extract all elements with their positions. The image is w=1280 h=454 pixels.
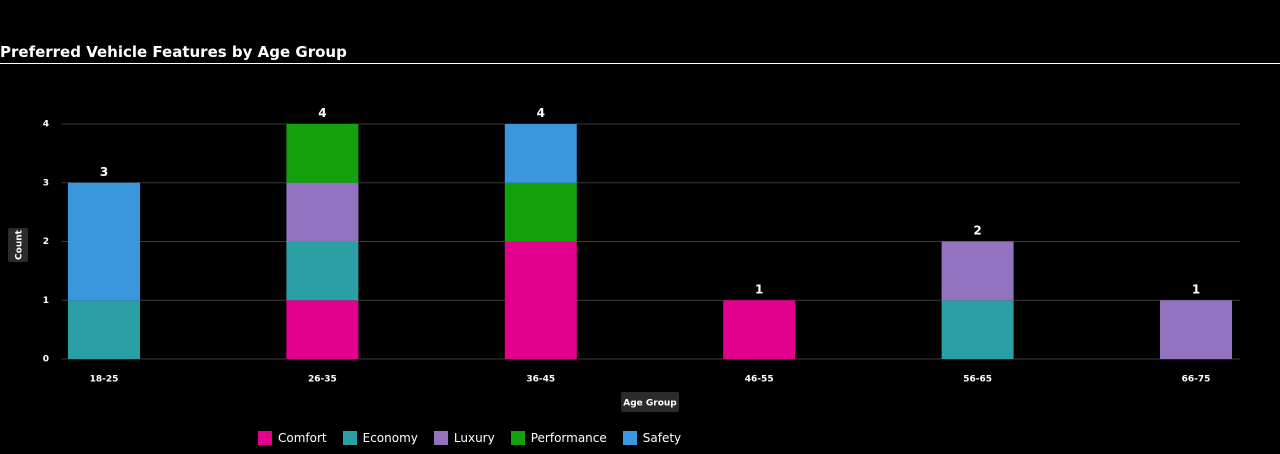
legend-item-comfort[interactable]: Comfort — [258, 431, 327, 445]
total-labels: 3 4 4 1 2 1 — [100, 106, 1200, 296]
legend-item-economy[interactable]: Economy — [342, 431, 418, 445]
bar-luxury-66-75[interactable] — [1160, 300, 1232, 359]
total-label-36-45: 4 — [537, 106, 545, 120]
legend-label: Safety — [642, 431, 682, 445]
legend: Comfort Economy Luxury Performance Safety — [258, 430, 681, 446]
y-tick-label: 1 — [43, 296, 49, 306]
bar-economy-18-25[interactable] — [68, 300, 140, 359]
legend-label: Performance — [530, 431, 607, 445]
bar-safety-18-25[interactable] — [68, 182, 140, 301]
bar-comfort-36-45[interactable] — [504, 241, 577, 360]
total-label-56-65: 2 — [973, 224, 981, 238]
legend-swatch — [433, 431, 448, 445]
y-tick-label: 2 — [43, 237, 49, 247]
y-axis-title: Count — [8, 228, 28, 262]
y-tick-label: 0 — [43, 355, 49, 365]
title-divider — [0, 63, 1280, 64]
chart-title: Preferred Vehicle Features by Age Group — [0, 43, 347, 61]
y-tick-label: 4 — [43, 120, 49, 130]
legend-swatch — [258, 431, 272, 445]
bar-economy-26-35[interactable] — [286, 241, 359, 301]
y-tick-label: 3 — [43, 178, 49, 188]
bar-safety-36-45[interactable] — [504, 124, 577, 183]
legend-label: Comfort — [278, 431, 327, 445]
bar-performance-36-45[interactable] — [504, 182, 577, 242]
legend-item-performance[interactable]: Performance — [510, 431, 607, 445]
bar-luxury-26-35[interactable] — [286, 182, 359, 242]
bar-comfort-26-35[interactable] — [286, 300, 359, 359]
total-label-18-25: 3 — [100, 165, 108, 179]
legend-swatch — [510, 431, 525, 445]
svg-text:Age Group: Age Group — [623, 399, 677, 409]
x-tick-label-66-75: 66-75 — [1182, 375, 1211, 385]
x-tick-label-46-55: 46-55 — [745, 375, 774, 385]
legend-item-luxury[interactable]: Luxury — [433, 431, 495, 445]
x-tick-label-26-35: 26-35 — [308, 375, 337, 385]
total-label-46-55: 1 — [755, 282, 763, 296]
total-label-66-75: 1 — [1192, 282, 1200, 296]
grid-lines — [62, 123, 1240, 360]
x-tick-label-36-45: 36-45 — [526, 375, 555, 385]
x-axis-ticks: 18-25 26-35 36-45 46-55 56-65 66-75 — [90, 375, 1211, 385]
bars — [68, 124, 1232, 359]
bar-comfort-46-55[interactable] — [723, 300, 796, 359]
legend-label: Economy — [362, 431, 418, 445]
svg-text:Count: Count — [15, 229, 25, 260]
x-tick-label-56-65: 56-65 — [963, 375, 992, 385]
y-axis-ticks: 0 1 2 3 4 — [43, 120, 49, 365]
bar-economy-56-65[interactable] — [941, 300, 1014, 359]
x-axis-title: Age Group — [621, 392, 679, 412]
legend-swatch — [342, 431, 357, 445]
total-label-26-35: 4 — [318, 106, 326, 120]
bar-luxury-56-65[interactable] — [941, 241, 1014, 301]
legend-label: Luxury — [453, 431, 495, 445]
x-tick-label-18-25: 18-25 — [90, 375, 119, 385]
legend-item-safety[interactable]: Safety — [622, 431, 682, 445]
bar-performance-26-35[interactable] — [286, 124, 359, 183]
legend-swatch — [622, 431, 637, 445]
